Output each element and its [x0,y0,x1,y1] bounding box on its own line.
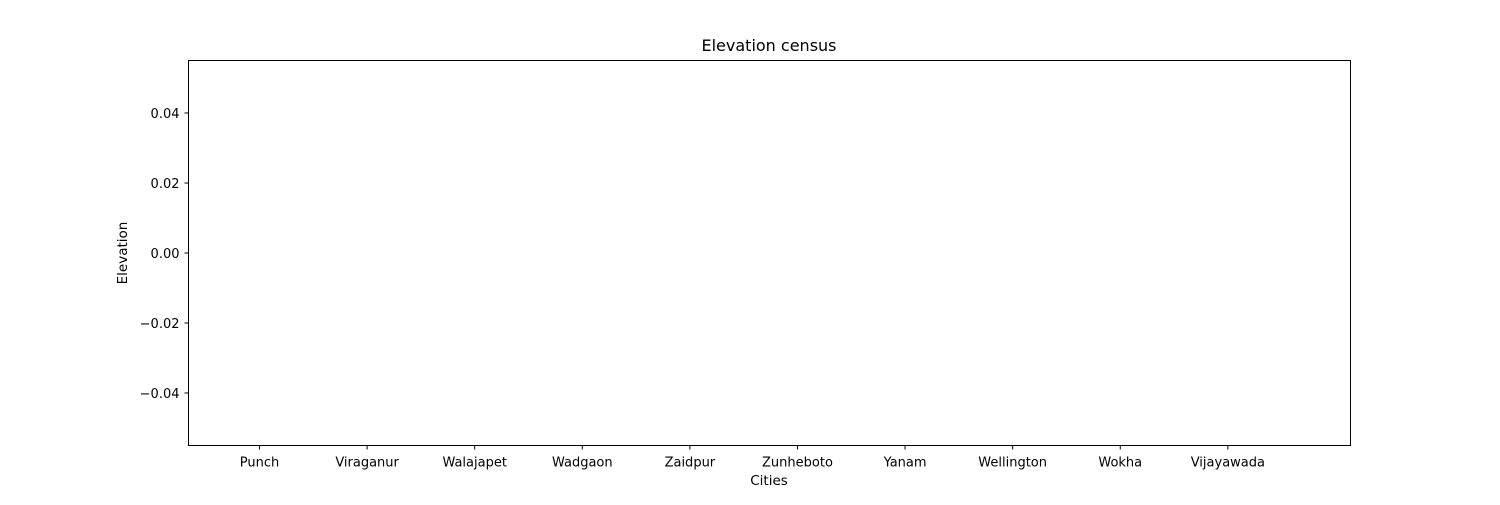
x-tick-label: Vijayawada [1191,456,1265,471]
x-tick-label: Walajapet [442,456,507,471]
plot-frame [188,60,1351,446]
x-tick-label: Yanam [883,456,927,471]
y-tick-label: 0.00 [151,247,180,262]
x-ticks: Punch Viraganur Walajapet Wadgaon Zaidpur Zun… [240,445,1265,471]
chart-title: Elevation census [702,36,837,55]
x-tick-label: Punch [240,456,279,471]
x-tick-label: Zunheboto [762,456,833,471]
y-tick-label: −0.02 [140,317,180,332]
x-axis-label: Cities [750,473,788,489]
x-tick-label: Wellington [978,456,1047,471]
x-tick-label: Wokha [1098,456,1142,471]
y-tick-label: −0.04 [140,387,180,402]
x-tick-label: Zaidpur [665,456,716,471]
x-tick-label: Wadgaon [552,456,613,471]
y-ticks: 0.04 0.02 0.00 −0.02 −0.04 [140,107,189,402]
x-tick-label: Viraganur [335,456,399,471]
y-tick-label: 0.02 [151,177,180,192]
y-axis-label: Elevation [115,222,131,285]
y-tick-label: 0.04 [151,107,180,122]
